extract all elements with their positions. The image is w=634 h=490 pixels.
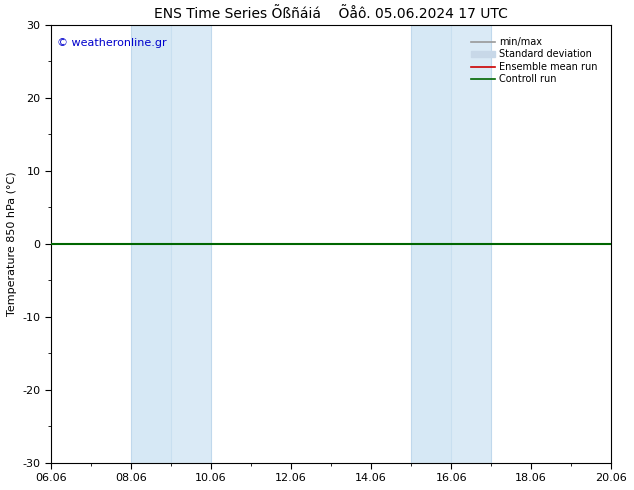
Legend: min/max, Standard deviation, Ensemble mean run, Controll run: min/max, Standard deviation, Ensemble me… bbox=[468, 34, 601, 87]
Bar bbox=[171, 25, 211, 463]
Bar bbox=[451, 25, 491, 463]
Title: ENS Time Series Õßñáiá    Õåô. 05.06.2024 17 UTC: ENS Time Series Õßñáiá Õåô. 05.06.2024 1… bbox=[154, 7, 508, 21]
Text: © weatheronline.gr: © weatheronline.gr bbox=[56, 38, 166, 48]
Bar bbox=[131, 25, 171, 463]
Bar bbox=[411, 25, 451, 463]
Y-axis label: Temperature 850 hPa (°C): Temperature 850 hPa (°C) bbox=[7, 172, 17, 316]
